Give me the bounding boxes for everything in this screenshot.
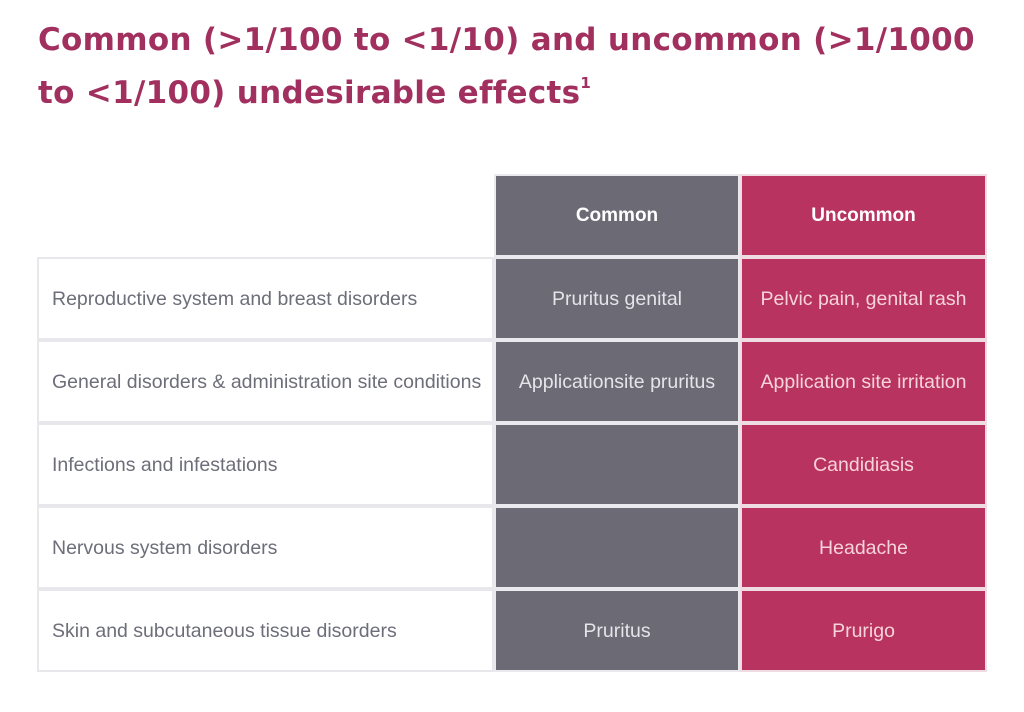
header-common: Common (494, 174, 740, 257)
row-label: Skin and subcutaneous tissue disorders (37, 589, 494, 672)
uncommon-cell: Application site irritation (740, 340, 987, 423)
common-cell (494, 423, 740, 506)
row-label: Infections and infestations (37, 423, 494, 506)
page-title: Common (>1/100 to <1/10) and uncommon (>… (38, 14, 978, 120)
table-row: Infections and infestations Candidiasis (37, 423, 987, 506)
common-cell: Pruritus genital (494, 257, 740, 340)
header-uncommon: Uncommon (740, 174, 987, 257)
table-row: Skin and subcutaneous tissue disorders P… (37, 589, 987, 672)
page-title-text: Common (>1/100 to <1/10) and uncommon (>… (38, 22, 975, 111)
row-label: Nervous system disorders (37, 506, 494, 589)
row-label: General disorders & administration site … (37, 340, 494, 423)
table-row: Nervous system disorders Headache (37, 506, 987, 589)
header-empty-cell (37, 174, 494, 257)
table-header-row: Common Uncommon (37, 174, 987, 257)
common-cell: Applicationsite pruritus (494, 340, 740, 423)
common-cell (494, 506, 740, 589)
adverse-effects-table: Common Uncommon Reproductive system and … (37, 174, 987, 672)
uncommon-cell: Prurigo (740, 589, 987, 672)
uncommon-cell: Headache (740, 506, 987, 589)
table-row: Reproductive system and breast disorders… (37, 257, 987, 340)
row-label: Reproductive system and breast disorders (37, 257, 494, 340)
common-cell: Pruritus (494, 589, 740, 672)
table-row: General disorders & administration site … (37, 340, 987, 423)
uncommon-cell: Candidiasis (740, 423, 987, 506)
uncommon-cell: Pelvic pain, genital rash (740, 257, 987, 340)
footnote-reference: 1 (580, 73, 592, 92)
